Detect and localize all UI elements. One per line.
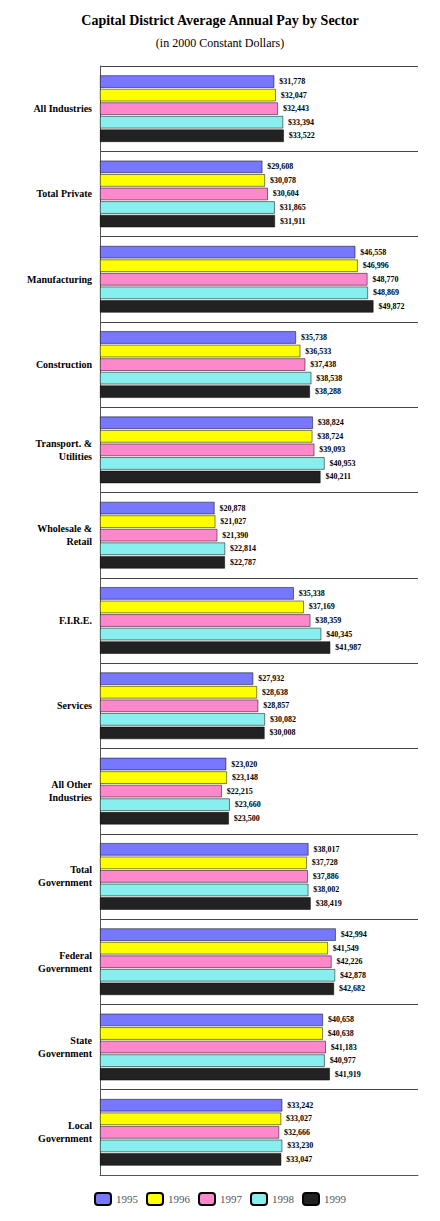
svg-text:$41,987: $41,987 [335, 643, 361, 652]
svg-text:$37,169: $37,169 [309, 602, 335, 611]
svg-text:All Other: All Other [51, 779, 92, 790]
svg-text:Federal: Federal [59, 950, 92, 961]
svg-text:$35,738: $35,738 [301, 333, 327, 342]
svg-text:$39,093: $39,093 [319, 445, 345, 454]
svg-text:$46,996: $46,996 [363, 261, 389, 270]
svg-text:$29,608: $29,608 [267, 162, 293, 171]
svg-text:$46,558: $46,558 [360, 248, 386, 257]
svg-text:Wholesale &: Wholesale & [37, 523, 92, 534]
svg-text:$33,047: $33,047 [286, 1155, 312, 1164]
svg-text:$33,027: $33,027 [286, 1114, 312, 1123]
svg-text:Government: Government [38, 963, 93, 974]
svg-text:$22,814: $22,814 [230, 544, 256, 553]
svg-text:Services: Services [57, 700, 92, 711]
svg-text:1999: 1999 [324, 1193, 347, 1205]
svg-text:Government: Government [38, 877, 93, 888]
svg-text:F.I.R.E.: F.I.R.E. [59, 615, 92, 626]
svg-text:$42,226: $42,226 [337, 957, 363, 966]
svg-text:$38,288: $38,288 [315, 387, 341, 396]
svg-text:$38,419: $38,419 [316, 899, 342, 908]
svg-text:$27,932: $27,932 [258, 674, 284, 683]
svg-text:Capital District Average Annua: Capital District Average Annual Pay by S… [81, 13, 358, 28]
svg-text:$37,438: $37,438 [310, 360, 336, 369]
svg-text:$48,770: $48,770 [372, 275, 398, 284]
svg-text:$23,660: $23,660 [235, 800, 261, 809]
svg-text:$38,724: $38,724 [317, 432, 343, 441]
svg-text:$20,878: $20,878 [219, 504, 245, 513]
svg-text:Government: Government [38, 1133, 93, 1144]
svg-text:$42,878: $42,878 [340, 971, 366, 980]
svg-text:$21,390: $21,390 [222, 531, 248, 540]
svg-text:$38,824: $38,824 [318, 418, 344, 427]
svg-text:$21,027: $21,027 [220, 517, 246, 526]
svg-text:All Industries: All Industries [33, 103, 92, 114]
svg-text:Local: Local [68, 1120, 92, 1131]
svg-text:$37,886: $37,886 [313, 872, 339, 881]
svg-text:$30,078: $30,078 [270, 176, 296, 185]
svg-text:Industries: Industries [49, 792, 92, 803]
svg-text:$40,977: $40,977 [330, 1056, 356, 1065]
svg-text:$31,865: $31,865 [280, 203, 306, 212]
svg-text:$41,183: $41,183 [331, 1043, 357, 1052]
svg-text:$38,017: $38,017 [313, 845, 339, 854]
svg-text:$32,047: $32,047 [281, 91, 307, 100]
svg-text:$41,549: $41,549 [333, 944, 359, 953]
svg-text:(in 2000 Constant Dollars): (in 2000 Constant Dollars) [156, 36, 284, 50]
svg-text:State: State [70, 1035, 92, 1046]
svg-text:$33,230: $33,230 [287, 1141, 313, 1150]
svg-text:$42,682: $42,682 [339, 984, 365, 993]
svg-text:$37,728: $37,728 [312, 858, 338, 867]
svg-text:Government: Government [38, 1048, 93, 1059]
svg-text:Manufacturing: Manufacturing [27, 274, 92, 285]
svg-text:$22,787: $22,787 [230, 558, 256, 567]
svg-text:$33,242: $33,242 [287, 1101, 313, 1110]
svg-text:$30,082: $30,082 [270, 715, 296, 724]
svg-text:Utilities: Utilities [59, 451, 92, 462]
svg-text:$31,778: $31,778 [279, 77, 305, 86]
svg-text:$49,872: $49,872 [378, 302, 404, 311]
svg-text:1995: 1995 [116, 1193, 139, 1205]
svg-text:1998: 1998 [272, 1193, 295, 1205]
svg-text:$23,020: $23,020 [231, 760, 257, 769]
svg-text:$36,533: $36,533 [305, 347, 331, 356]
svg-text:$40,638: $40,638 [328, 1029, 354, 1038]
svg-text:$22,215: $22,215 [227, 787, 253, 796]
svg-text:$23,500: $23,500 [234, 814, 260, 823]
svg-text:$28,857: $28,857 [263, 701, 289, 710]
svg-text:$32,443: $32,443 [283, 104, 309, 113]
svg-text:Transport. &: Transport. & [36, 438, 92, 449]
svg-text:$42,994: $42,994 [341, 930, 367, 939]
svg-text:$31,911: $31,911 [280, 217, 306, 226]
svg-text:$40,658: $40,658 [328, 1015, 354, 1024]
svg-text:$40,345: $40,345 [326, 630, 352, 639]
svg-text:$30,604: $30,604 [273, 189, 299, 198]
svg-text:$40,953: $40,953 [330, 459, 356, 468]
svg-text:Retail: Retail [66, 536, 92, 547]
svg-text:$33,522: $33,522 [289, 131, 315, 140]
svg-text:$32,666: $32,666 [284, 1128, 310, 1137]
svg-text:Total Private: Total Private [37, 188, 93, 199]
svg-text:$38,359: $38,359 [315, 616, 341, 625]
svg-text:$35,338: $35,338 [299, 589, 325, 598]
svg-text:$41,919: $41,919 [335, 1070, 361, 1079]
svg-text:$48,869: $48,869 [373, 288, 399, 297]
svg-text:Construction: Construction [36, 359, 93, 370]
svg-text:$38,538: $38,538 [316, 374, 342, 383]
svg-text:$23,148: $23,148 [232, 773, 258, 782]
svg-text:1997: 1997 [220, 1193, 243, 1205]
svg-text:$38,002: $38,002 [313, 885, 339, 894]
svg-text:$28,638: $28,638 [262, 688, 288, 697]
svg-text:$30,008: $30,008 [270, 728, 296, 737]
svg-text:$40,211: $40,211 [325, 472, 351, 481]
svg-text:Total: Total [70, 864, 92, 875]
svg-text:1996: 1996 [168, 1193, 191, 1205]
svg-text:$33,394: $33,394 [288, 118, 314, 127]
